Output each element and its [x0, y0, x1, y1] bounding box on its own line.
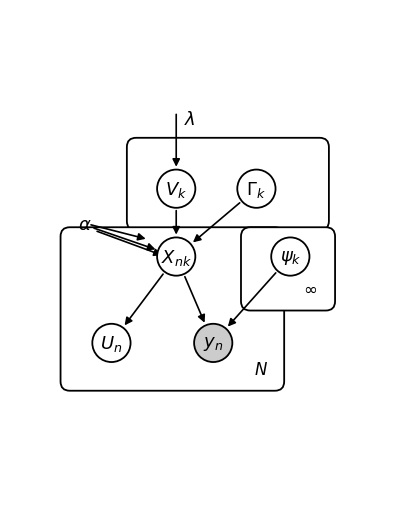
Text: $V_k$: $V_k$ — [165, 179, 187, 200]
FancyBboxPatch shape — [60, 228, 284, 391]
Text: $\lambda$: $\lambda$ — [184, 111, 195, 129]
Circle shape — [157, 170, 195, 208]
Circle shape — [157, 238, 195, 276]
Text: $y_n$: $y_n$ — [203, 334, 223, 352]
Circle shape — [194, 324, 232, 362]
Circle shape — [271, 238, 310, 276]
Text: $\infty$: $\infty$ — [303, 280, 318, 298]
Circle shape — [92, 324, 131, 362]
Circle shape — [237, 170, 275, 208]
Text: $U_n$: $U_n$ — [100, 333, 123, 353]
FancyBboxPatch shape — [127, 138, 329, 231]
FancyBboxPatch shape — [241, 228, 335, 311]
Text: $\psi_k$: $\psi_k$ — [279, 248, 301, 266]
Text: $\alpha$: $\alpha$ — [78, 216, 92, 234]
Text: N: N — [255, 361, 267, 379]
Text: $X_{nk}$: $X_{nk}$ — [161, 247, 191, 267]
Text: $\Gamma_k$: $\Gamma_k$ — [246, 179, 266, 200]
